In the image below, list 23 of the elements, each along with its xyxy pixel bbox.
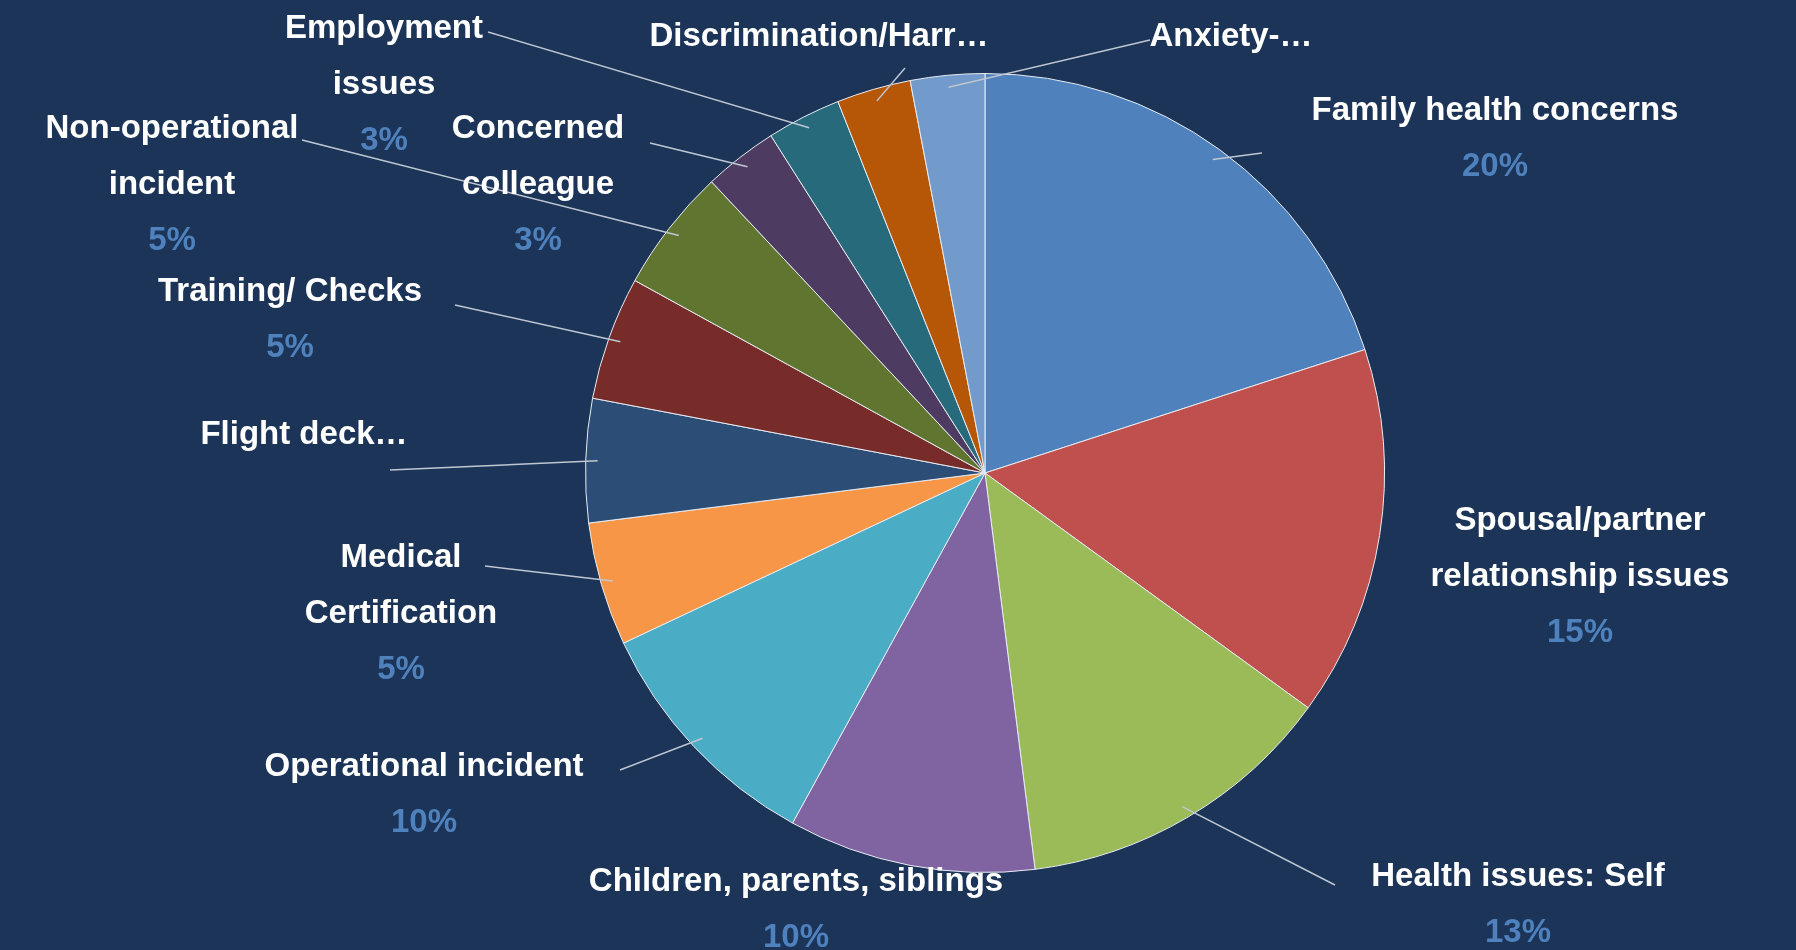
slice-label: Health issues: Self xyxy=(1371,856,1666,894)
data-label: 13% xyxy=(1484,912,1552,950)
data-label: 3% xyxy=(514,220,562,258)
slice-label: Non-operational incident xyxy=(45,108,299,202)
data-label: 5% xyxy=(148,220,196,258)
slice-label: Concerned colleague xyxy=(451,108,625,202)
slice-label: Employment issues xyxy=(284,8,484,102)
slice-label: Training/ Checks xyxy=(157,271,423,309)
data-label: 10% xyxy=(762,917,830,950)
slice-label: Anxiety-… xyxy=(1149,16,1313,54)
data-label: 20% xyxy=(1461,146,1529,184)
slice-label: Family health concerns xyxy=(1311,90,1679,128)
slice-label: Operational incident xyxy=(264,746,584,784)
slice-label: Discrimination/Harr… xyxy=(649,16,989,54)
data-label: 15% xyxy=(1546,612,1614,650)
data-label: 5% xyxy=(377,649,425,687)
data-label: 10% xyxy=(390,802,458,840)
data-label: 3% xyxy=(360,120,408,158)
slice-label: Flight deck… xyxy=(200,414,408,452)
slice-label: Medical Certification xyxy=(304,537,498,631)
data-label: 5% xyxy=(266,327,314,365)
slice-label: Children, parents, siblings xyxy=(588,861,1004,899)
slice-label: Spousal/partner relationship issues xyxy=(1430,500,1730,594)
